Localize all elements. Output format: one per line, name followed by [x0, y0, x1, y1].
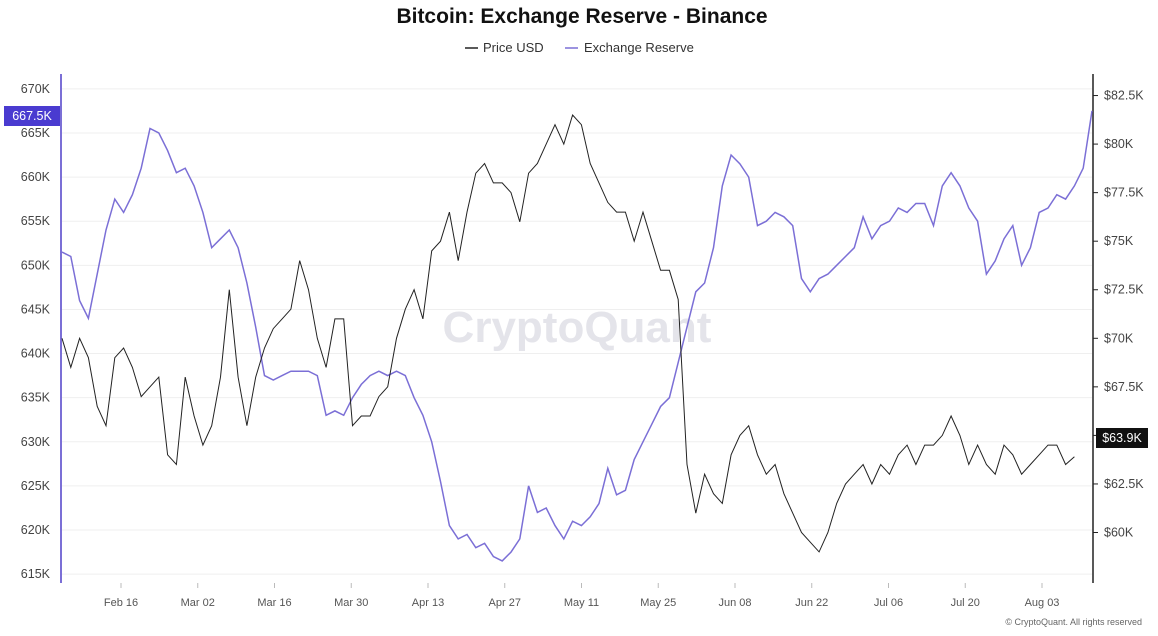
left-current-badge: 667.5K: [4, 106, 60, 126]
left-tick-label: 620K: [21, 523, 51, 537]
left-tick-label: 635K: [21, 391, 51, 405]
x-tick-label: Mar 30: [334, 597, 368, 609]
x-tick-label: Apr 27: [489, 597, 521, 609]
left-tick-label: 650K: [21, 258, 51, 272]
x-tick-label: May 11: [564, 597, 599, 609]
x-tick-label: May 25: [640, 597, 676, 609]
right-tick-label: $82.5K: [1104, 89, 1144, 103]
x-tick-label: Jun 08: [718, 597, 751, 609]
right-tick-label: $67.5K: [1104, 380, 1144, 394]
chart-title: Bitcoin: Exchange Reserve - Binance: [396, 5, 767, 28]
x-tick-label: Mar 16: [257, 597, 291, 609]
series-line-price-usd: [61, 114, 1075, 553]
right-tick-label: $70K: [1104, 331, 1134, 345]
watermark: CryptoQuant: [443, 303, 712, 352]
right-axis-ticks: $82.5K$80K$77.5K$75K$72.5K$70K$67.5K$65K…: [1093, 89, 1144, 540]
left-axis-ticks: 670K 665K 660K 655K 650K 645K 640K 635K 630K 625K…: [21, 82, 51, 581]
x-tick-label: Mar 02: [181, 597, 215, 609]
right-tick-label: $72.5K: [1104, 283, 1144, 297]
left-tick-label: 660K: [21, 170, 51, 184]
left-current-badge-label: 667.5K: [12, 109, 52, 123]
right-current-badge-label: $63.9K: [1102, 431, 1142, 445]
right-tick-label: $60K: [1104, 526, 1134, 540]
x-tick-label: Feb 16: [104, 597, 138, 609]
right-tick-label: $75K: [1104, 234, 1134, 248]
legend-label-price[interactable]: Price USD: [483, 40, 544, 55]
x-tick-label: Jul 06: [874, 597, 903, 609]
right-tick-label: $77.5K: [1104, 186, 1144, 200]
legend[interactable]: Price USD Exchange Reserve: [465, 40, 694, 55]
x-tick-label: Jun 22: [795, 597, 828, 609]
right-current-badge: $63.9K: [1096, 428, 1148, 448]
left-tick-label: 670K: [21, 82, 51, 96]
x-axis-ticks: Feb 16 Mar 02 Mar 16 Mar 30 Apr 13 Apr 27 May …: [104, 583, 1060, 609]
left-tick-label: 630K: [21, 435, 51, 449]
x-tick-label: Apr 13: [412, 597, 444, 609]
left-tick-label: 640K: [21, 347, 51, 361]
x-tick-label: Jul 20: [951, 597, 980, 609]
grid-lines: [62, 88, 1092, 575]
left-tick-label: 665K: [21, 126, 51, 140]
left-tick-label: 655K: [21, 214, 51, 228]
right-current-badge-bg: [1096, 428, 1148, 448]
left-tick-label: 645K: [21, 302, 51, 316]
left-tick-label: 615K: [21, 567, 51, 581]
left-tick-label: 625K: [21, 479, 51, 493]
series-line-exchange-reserve: [61, 110, 1093, 562]
x-tick-label: Aug 03: [1025, 597, 1060, 609]
left-current-badge-bg: [4, 106, 60, 126]
copyright-notice: © CryptoQuant. All rights reserved: [1005, 617, 1142, 627]
legend-label-reserve[interactable]: Exchange Reserve: [584, 40, 694, 55]
right-tick-label: $80K: [1104, 137, 1134, 151]
right-tick-label: $62.5K: [1104, 477, 1144, 491]
